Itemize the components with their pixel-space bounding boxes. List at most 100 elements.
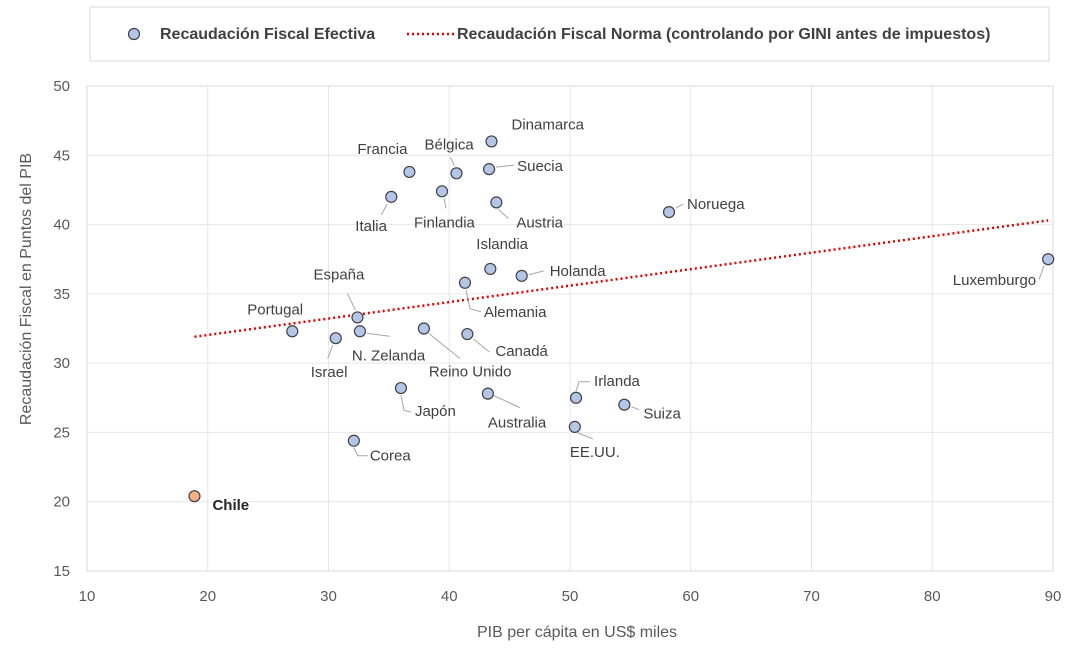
point-ee-uu xyxy=(568,420,581,433)
point-espana xyxy=(351,311,364,324)
point-japon xyxy=(394,381,408,395)
leader-line-suecia xyxy=(496,164,515,168)
point-portugal xyxy=(286,325,299,338)
label-espana: España xyxy=(313,266,365,283)
data-points xyxy=(188,135,1055,503)
y-axis-title: Recaudación Fiscal en Puntos del PIB xyxy=(18,153,35,425)
point-belgica xyxy=(450,167,463,180)
y-tick-label: 20 xyxy=(53,494,70,511)
trend-line-layer xyxy=(194,219,1049,339)
label-australia: Australia xyxy=(488,415,547,432)
leader-line-ee-uu xyxy=(577,432,594,440)
label-corea: Corea xyxy=(370,448,412,465)
point-finlandia xyxy=(435,185,449,198)
label-portugal: Portugal xyxy=(247,301,303,318)
leader-line-italia xyxy=(380,203,388,216)
gridlines xyxy=(87,86,1053,571)
legend-label-norma: Recaudación Fiscal Norma (controlando po… xyxy=(457,26,990,43)
label-belgica: Bélgica xyxy=(424,136,474,153)
x-tick-label: 90 xyxy=(1045,588,1062,605)
label-dinamarca: Dinamarca xyxy=(512,116,585,133)
legend: Recaudación Fiscal Efectiva Recaudación … xyxy=(89,6,1050,62)
leader-line-n-zelanda xyxy=(366,332,390,337)
point-labels: Dinamarca Francia Bélgica Suecia Italia Finla… xyxy=(212,116,1036,514)
y-tick-label: 50 xyxy=(53,78,70,95)
point-islandia xyxy=(484,262,497,276)
label-alemania: Alemania xyxy=(484,304,547,321)
x-tick-label: 30 xyxy=(320,588,337,605)
point-chile xyxy=(188,490,201,503)
point-luxemburgo xyxy=(1042,253,1055,266)
point-israel xyxy=(329,332,342,345)
label-chile: Chile xyxy=(212,497,249,514)
x-axis-title: PIB per cápita en US$ miles xyxy=(477,624,677,641)
label-islandia: Islandia xyxy=(476,236,528,253)
legend-label-efectiva: Recaudación Fiscal Efectiva xyxy=(160,26,375,43)
point-canada xyxy=(461,327,474,341)
label-noruega: Noruega xyxy=(687,196,745,213)
trend-line-norma xyxy=(194,219,1049,339)
leader-line-finlandia xyxy=(443,198,447,209)
y-tick-label: 25 xyxy=(53,424,70,441)
leader-line-alemania xyxy=(465,289,482,313)
label-n-zelanda: N. Zelanda xyxy=(352,347,426,364)
point-irlanda xyxy=(569,391,583,404)
leader-line-australia xyxy=(493,395,521,409)
label-francia: Francia xyxy=(357,141,408,158)
label-holanda: Holanda xyxy=(550,263,607,280)
x-tick-label: 60 xyxy=(682,588,699,605)
plot-area-border xyxy=(86,85,1054,572)
label-japon: Japón xyxy=(415,403,456,420)
point-italia xyxy=(385,190,398,203)
leader-line-suiza xyxy=(631,406,640,411)
y-tick-label: 40 xyxy=(53,217,70,234)
point-noruega xyxy=(662,206,676,219)
leader-line-irlanda xyxy=(575,381,591,391)
leader-line-luxemburgo xyxy=(1038,265,1045,280)
point-dinamarca xyxy=(485,135,498,148)
leader-line-belgica xyxy=(450,157,455,167)
label-reino-unido: Reino Unido xyxy=(429,364,512,381)
label-israel: Israel xyxy=(311,364,348,381)
label-ee-uu: EE.UU. xyxy=(570,444,620,461)
leader-line-japon xyxy=(400,394,412,413)
x-tick-label: 80 xyxy=(924,588,941,605)
point-n-zelanda xyxy=(353,325,366,338)
leader-line-noruega xyxy=(675,203,684,209)
y-tick-label: 45 xyxy=(53,147,70,164)
point-austria xyxy=(490,196,503,209)
point-holanda xyxy=(515,269,528,282)
label-irlanda: Irlanda xyxy=(594,373,641,390)
y-tick-label: 30 xyxy=(53,355,70,372)
label-suecia: Suecia xyxy=(517,158,564,175)
label-leaders xyxy=(327,157,1045,457)
y-tick-label: 15 xyxy=(53,563,70,580)
x-axis-ticks: 10 20 30 40 50 60 70 80 90 xyxy=(79,588,1062,605)
leader-line-austria xyxy=(498,209,509,219)
y-axis-ticks: 15 20 25 30 35 40 45 50 xyxy=(53,78,70,580)
leader-line-espana xyxy=(347,293,356,311)
point-alemania xyxy=(458,276,472,289)
leader-line-corea xyxy=(353,447,368,457)
point-reino-unido xyxy=(417,322,430,335)
point-corea xyxy=(347,434,360,447)
x-tick-label: 10 xyxy=(79,588,96,605)
x-tick-label: 50 xyxy=(562,588,579,605)
y-tick-label: 35 xyxy=(53,286,70,303)
point-suecia xyxy=(482,163,496,176)
leader-line-israel xyxy=(327,345,334,359)
leader-line-reino-unido xyxy=(428,333,461,359)
point-australia xyxy=(481,387,494,400)
label-luxemburgo: Luxemburgo xyxy=(953,272,1036,289)
point-suiza xyxy=(618,398,631,411)
x-tick-label: 20 xyxy=(199,588,216,605)
legend-marker-efectiva xyxy=(127,27,141,41)
label-finlandia: Finlandia xyxy=(414,214,476,231)
leader-line-holanda xyxy=(528,270,544,276)
leader-line-canada xyxy=(473,338,490,353)
label-suiza: Suiza xyxy=(643,406,681,423)
legend-box xyxy=(89,6,1050,62)
